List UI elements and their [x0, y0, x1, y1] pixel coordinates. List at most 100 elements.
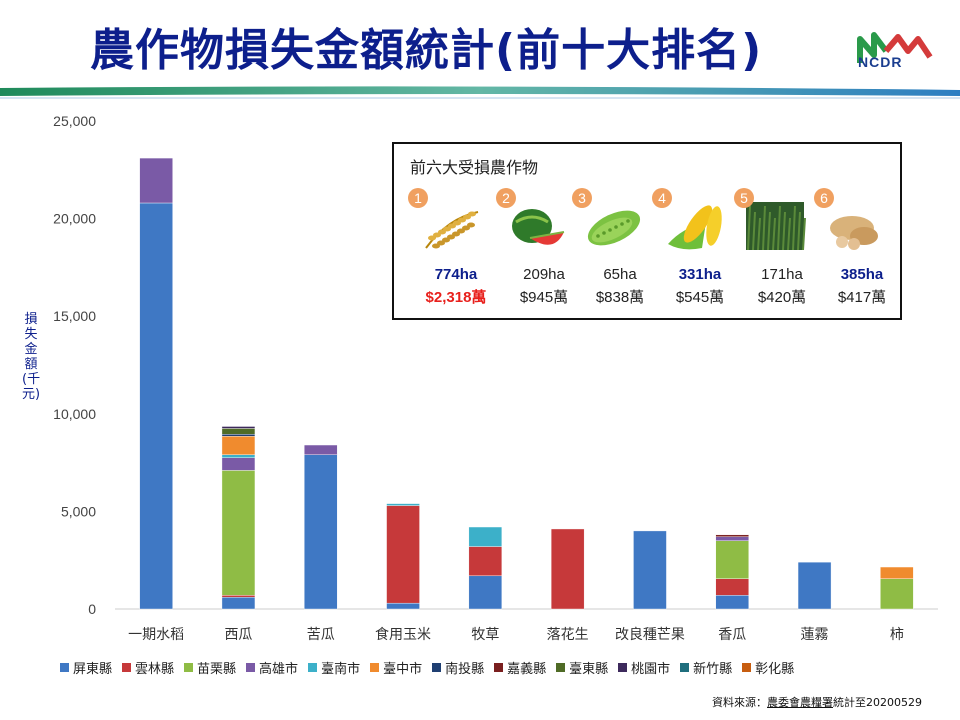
bar-segment: [468, 546, 503, 577]
y-tick-label: 20,000: [53, 211, 96, 227]
x-tick-label: 一期水稻: [128, 627, 184, 643]
legend-swatch: [246, 663, 256, 672]
legend-item: 臺中市: [370, 658, 422, 677]
legend-label: 南投縣: [445, 662, 485, 677]
legend-label: 屏東縣: [73, 662, 113, 677]
source-suffix: 統計至20200529: [833, 696, 922, 709]
bar-segment: [304, 444, 338, 455]
legend-label: 桃園市: [631, 662, 671, 677]
bar-segment: [221, 428, 256, 435]
bar-segment: [139, 202, 173, 610]
rice-icon: [425, 211, 479, 249]
top-six-crops-panel: 前六大受損農作物 1 774ha $2,318萬 2 209ha $945萬 3 65ha $8…: [392, 142, 902, 320]
bar-segment: [550, 528, 585, 610]
y-tick-label: 25,000: [53, 113, 96, 129]
bar-segment: [386, 505, 420, 604]
corn-icon: [668, 205, 722, 250]
legend-label: 新竹縣: [693, 662, 733, 677]
rank-badge: 5: [734, 188, 754, 208]
crop-area: 331ha: [678, 266, 722, 283]
watermelon-icon: [512, 209, 565, 245]
legend-item: 桃園市: [618, 658, 670, 677]
crop-loss: $545萬: [675, 289, 725, 306]
crop-area: 209ha: [523, 266, 565, 283]
legend-swatch: [618, 663, 628, 672]
legend-swatch: [122, 663, 132, 672]
y-tick-label: 5,000: [61, 503, 96, 519]
bar-segment: [221, 470, 256, 596]
panel-title: 前六大受損農作物: [410, 158, 539, 177]
legend-label: 雲林縣: [135, 662, 175, 677]
x-tick-label: 西瓜: [224, 627, 252, 643]
stacked-bar-chart: 0 5,000 10,000 15,000 20,000 25,000 一期水稻 西瓜 苦瓜 食…: [53, 113, 938, 643]
bitter-melon-icon: [587, 210, 641, 246]
legend-label: 苗栗縣: [197, 662, 237, 677]
crop-card: 4 331ha $545萬: [652, 188, 732, 308]
source-prefix: 資料來源：: [712, 696, 767, 709]
legend-item: 嘉義縣: [494, 658, 546, 677]
legend-item: 南投縣: [432, 658, 484, 677]
bar-segment: [139, 157, 173, 204]
legend-swatch: [494, 663, 504, 672]
legend-label: 臺中市: [383, 662, 423, 677]
legend-label: 臺南市: [321, 662, 361, 677]
y-tick-label: 10,000: [53, 406, 96, 422]
bar-segment: [633, 530, 667, 610]
bar-segment: [880, 566, 914, 579]
legend-swatch: [370, 663, 380, 672]
rank-badge: 2: [496, 188, 516, 208]
legend-item: 屏東縣: [60, 658, 112, 677]
bar-segment: [386, 503, 420, 506]
bar-segment: [715, 534, 749, 537]
legend-item: 臺東縣: [556, 658, 608, 677]
bar-segment: [386, 602, 420, 610]
legend-label: 高雄市: [259, 662, 299, 677]
bar-segment: [304, 454, 338, 610]
bar-segment: [880, 578, 914, 610]
chart-legend: 屏東縣 雲林縣 苗栗縣 高雄市 臺南市 臺中市 南投縣 嘉義縣 臺東縣 桃園市 新竹縣 彰化縣: [60, 658, 794, 677]
crop-card: 2 209ha $945萬: [496, 188, 576, 308]
x-tick-label: 香瓜: [718, 627, 746, 643]
legend-item: 彰化縣: [742, 658, 794, 677]
legend-label: 彰化縣: [755, 662, 795, 677]
logo-text: NCDR: [858, 54, 903, 70]
ncdr-logo: [857, 32, 933, 63]
x-tick-label: 苦瓜: [307, 627, 335, 643]
y-tick-label: 0: [88, 601, 96, 617]
bar-segment: [221, 595, 256, 598]
legend-item: 雲林縣: [122, 658, 174, 677]
bar-segment: [221, 454, 256, 458]
legend-item: 苗栗縣: [184, 658, 236, 677]
rank-badge: 6: [814, 188, 834, 208]
bar-segment: [468, 575, 503, 610]
bar-segment: [715, 536, 749, 541]
x-tick-label: 蓮霧: [801, 627, 829, 643]
bar-segment: [221, 597, 256, 610]
crop-card: 6 385ha $417萬: [814, 188, 894, 308]
bar-segment: [715, 595, 749, 610]
legend-label: 臺東縣: [569, 662, 609, 677]
bar-segment: [221, 436, 256, 455]
bar-segment: [468, 526, 503, 547]
legend-item: 高雄市: [246, 658, 298, 677]
bar-segment: [715, 540, 749, 579]
legend-swatch: [184, 663, 194, 672]
crop-area: 774ha: [434, 266, 478, 283]
bar-segment: [715, 578, 749, 596]
bar-segment: [797, 561, 832, 610]
legend-swatch: [680, 663, 690, 672]
x-tick-label: 改良種芒果: [615, 627, 685, 643]
crop-area: 65ha: [603, 266, 637, 283]
legend-item: 新竹縣: [680, 658, 732, 677]
crop-loss: $945萬: [519, 289, 569, 306]
legend-swatch: [432, 663, 442, 672]
crop-loss: $838萬: [595, 289, 645, 306]
page-title: 農作物損失金額統計(前十大排名): [90, 25, 763, 76]
x-tick-label: 食用玉米: [375, 626, 431, 643]
legend-item: 臺南市: [308, 658, 360, 677]
rank-badge: 3: [572, 188, 592, 208]
source-org: 農委會農糧署: [767, 696, 833, 709]
legend-swatch: [60, 663, 69, 672]
crop-card: 3 65ha $838萬: [572, 188, 652, 308]
crop-card: 5 171ha $420萬: [734, 188, 814, 308]
